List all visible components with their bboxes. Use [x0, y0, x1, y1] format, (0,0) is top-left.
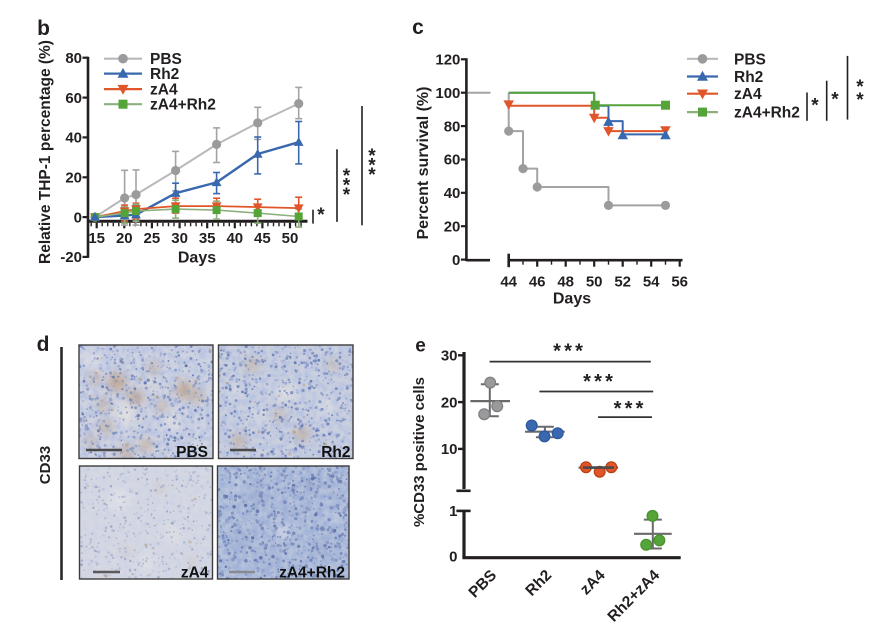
svg-text:54: 54 [643, 274, 660, 291]
svg-text:*: * [856, 90, 864, 111]
svg-text:Percent survival (%): Percent survival (%) [415, 87, 432, 240]
svg-text:20: 20 [444, 218, 461, 235]
svg-text:*: * [583, 371, 591, 393]
svg-text:*: * [605, 371, 613, 393]
svg-text:40: 40 [444, 185, 461, 202]
svg-text:20: 20 [65, 170, 82, 187]
svg-text:56: 56 [671, 274, 688, 291]
svg-text:*: * [343, 176, 351, 197]
svg-text:zA4+Rh2: zA4+Rh2 [150, 97, 216, 114]
svg-text:Days: Days [178, 250, 216, 267]
svg-text:PBS: PBS [734, 51, 766, 68]
svg-text:45: 45 [254, 230, 271, 247]
svg-text:44: 44 [500, 274, 517, 291]
svg-text:*: * [594, 371, 602, 393]
svg-text:zA4: zA4 [181, 565, 209, 582]
svg-text:*: * [368, 156, 376, 177]
svg-text:80: 80 [65, 50, 82, 67]
svg-text:*: * [343, 166, 351, 187]
svg-text:CD33: CD33 [37, 446, 54, 484]
svg-text:PBS: PBS [150, 51, 182, 68]
svg-text:80: 80 [444, 118, 461, 135]
svg-text:Rh2: Rh2 [734, 69, 763, 86]
svg-text:35: 35 [199, 230, 216, 247]
svg-text:Relative THP-1 percentage (%): Relative THP-1 percentage (%) [37, 40, 54, 264]
svg-text:*: * [553, 341, 561, 363]
svg-text:40: 40 [65, 130, 82, 147]
svg-text:*: * [625, 398, 633, 420]
svg-text:Days: Days [553, 291, 591, 308]
svg-text:d: d [37, 333, 50, 356]
svg-text:*: * [811, 96, 819, 117]
svg-text:50: 50 [586, 274, 603, 291]
svg-text:40: 40 [226, 230, 243, 247]
svg-text:20: 20 [116, 230, 133, 247]
svg-text:*: * [343, 185, 351, 206]
svg-text:20: 20 [441, 394, 458, 411]
svg-text:c: c [412, 16, 424, 39]
svg-text:30: 30 [441, 348, 458, 365]
svg-text:1: 1 [449, 503, 457, 520]
svg-text:15: 15 [88, 230, 105, 247]
svg-text:50: 50 [282, 230, 299, 247]
svg-text:10: 10 [441, 441, 458, 458]
svg-text:0: 0 [449, 549, 457, 566]
svg-text:52: 52 [614, 274, 631, 291]
svg-text:60: 60 [444, 152, 461, 169]
svg-text:30: 30 [171, 230, 188, 247]
svg-text:100: 100 [435, 85, 460, 102]
svg-text:*: * [614, 398, 622, 420]
svg-text:PBS: PBS [176, 444, 208, 461]
svg-text:e: e [415, 336, 426, 357]
svg-text:*: * [564, 341, 572, 363]
svg-text:Rh2: Rh2 [321, 444, 350, 461]
svg-text:46: 46 [529, 274, 546, 291]
svg-text:*: * [856, 77, 864, 98]
svg-text:*: * [317, 205, 325, 226]
svg-text:zA4: zA4 [734, 86, 762, 103]
svg-text:*: * [368, 146, 376, 167]
svg-text:zA4+Rh2: zA4+Rh2 [279, 565, 345, 582]
svg-text:25: 25 [144, 230, 161, 247]
svg-text:Rh2: Rh2 [150, 66, 179, 83]
svg-text:60: 60 [65, 90, 82, 107]
svg-text:-20: -20 [60, 249, 82, 266]
svg-text:*: * [575, 341, 583, 363]
svg-text:%CD33 positive cells: %CD33 positive cells [411, 377, 428, 527]
svg-text:0: 0 [74, 209, 82, 226]
svg-text:zA4+Rh2: zA4+Rh2 [734, 105, 800, 122]
svg-text:48: 48 [557, 274, 574, 291]
svg-text:120: 120 [435, 52, 460, 69]
svg-text:zA4: zA4 [150, 82, 178, 99]
svg-text:*: * [831, 90, 839, 111]
svg-text:0: 0 [452, 252, 460, 269]
svg-text:b: b [37, 17, 50, 40]
svg-text:*: * [636, 398, 644, 420]
svg-text:*: * [368, 165, 376, 186]
